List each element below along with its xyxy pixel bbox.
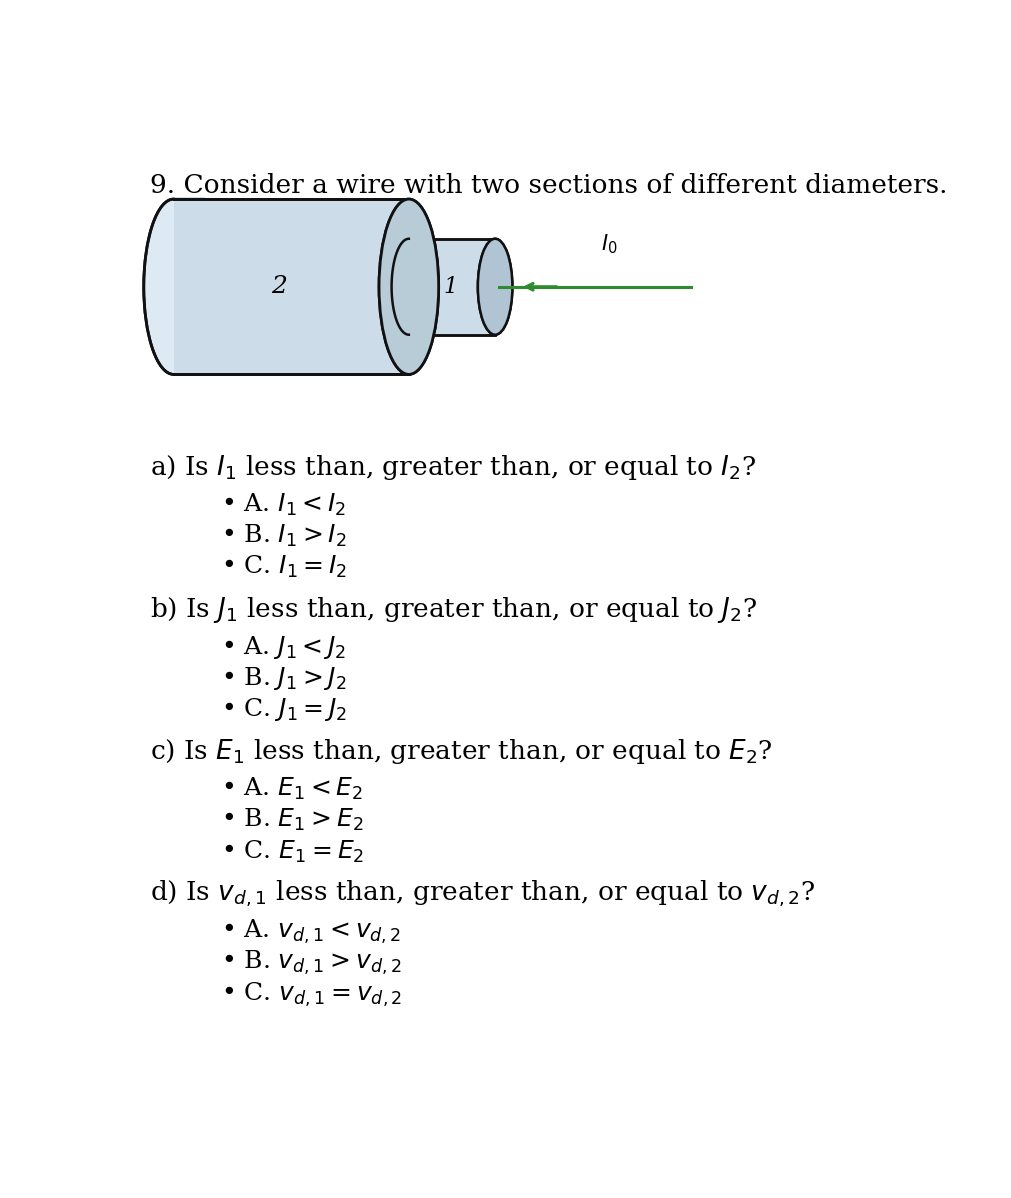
Text: $I_0$: $I_0$ [600,232,617,256]
Text: 1: 1 [443,276,457,298]
FancyBboxPatch shape [408,237,428,337]
Text: • A. $v_{d,1} < v_{d,2}$: • A. $v_{d,1} < v_{d,2}$ [220,918,400,945]
Text: • A. $E_1 < E_2$: • A. $E_1 < E_2$ [220,775,362,801]
Text: b) Is $J_1$ less than, greater than, or equal to $J_2$?: b) Is $J_1$ less than, greater than, or … [150,595,756,625]
Text: • A. $I_1 < I_2$: • A. $I_1 < I_2$ [220,491,346,518]
FancyBboxPatch shape [174,199,408,374]
Text: • C. $v_{d,1} = v_{d,2}$: • C. $v_{d,1} = v_{d,2}$ [220,980,401,1009]
Text: d) Is $v_{d,1}$ less than, greater than, or equal to $v_{d,2}$?: d) Is $v_{d,1}$ less than, greater than,… [150,879,815,909]
Text: • C. $I_1 = I_2$: • C. $I_1 = I_2$ [220,555,347,581]
Ellipse shape [144,199,203,374]
Text: • B. $v_{d,1} > v_{d,2}$: • B. $v_{d,1} > v_{d,2}$ [220,949,400,978]
Text: • A. $J_1 < J_2$: • A. $J_1 < J_2$ [220,634,346,660]
Ellipse shape [379,199,438,374]
Text: • C. $E_1 = E_2$: • C. $E_1 = E_2$ [220,839,364,865]
Text: 9. Consider a wire with two sections of different diameters.: 9. Consider a wire with two sections of … [150,174,946,199]
Ellipse shape [477,238,512,334]
Text: c) Is $E_1$ less than, greater than, or equal to $E_2$?: c) Is $E_1$ less than, greater than, or … [150,737,772,766]
Ellipse shape [477,238,512,334]
FancyBboxPatch shape [408,238,494,334]
FancyBboxPatch shape [174,198,205,376]
Ellipse shape [391,238,426,334]
Ellipse shape [379,199,438,374]
Text: • B. $I_1 > I_2$: • B. $I_1 > I_2$ [220,522,346,549]
Text: • B. $J_1 > J_2$: • B. $J_1 > J_2$ [220,665,346,692]
Text: a) Is $I_1$ less than, greater than, or equal to $I_2$?: a) Is $I_1$ less than, greater than, or … [150,453,755,482]
Text: • C. $J_1 = J_2$: • C. $J_1 = J_2$ [220,696,347,724]
Text: • B. $E_1 > E_2$: • B. $E_1 > E_2$ [220,807,363,833]
Text: 2: 2 [271,276,287,298]
